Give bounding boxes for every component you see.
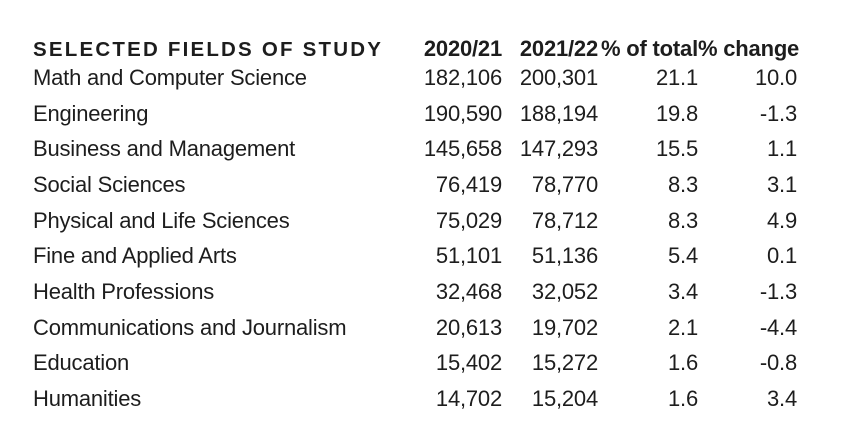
pct-of-total-cell: 8.3 xyxy=(668,207,698,233)
pct-of-total-cell: 5.4 xyxy=(668,243,698,269)
pct-change-cell: 1.1 xyxy=(767,136,797,162)
value-2021-22-cell: 32,052 xyxy=(531,278,598,304)
column-header-pct-change: % change xyxy=(698,36,800,61)
value-2021-22-cell: 51,136 xyxy=(531,243,598,269)
value-2020-21-cell: 15,402 xyxy=(435,350,502,376)
field-name-cell: Engineering xyxy=(33,100,149,126)
column-header-fields: SELECTED FIELDS OF STUDY xyxy=(33,37,384,61)
value-2021-22-cell: 78,712 xyxy=(531,207,598,233)
table-row: Education 15,402 15,272 1.6 -0.8 xyxy=(33,346,797,382)
pct-of-total-cell: 21.1 xyxy=(655,64,698,90)
pct-of-total-cell: 15.5 xyxy=(655,136,698,162)
pct-of-total-cell: 2.1 xyxy=(668,314,698,340)
column-header-pct-total: % of total xyxy=(601,36,698,61)
field-name-cell: Physical and Life Sciences xyxy=(33,207,290,233)
pct-of-total-cell: 1.6 xyxy=(668,350,698,376)
pct-of-total-cell: 8.3 xyxy=(668,171,698,197)
value-2020-21-cell: 182,106 xyxy=(423,64,502,90)
table-row: Business and Management 145,658 147,293 … xyxy=(33,131,797,167)
pct-change-cell: 3.4 xyxy=(767,386,797,412)
value-2020-21-cell: 145,658 xyxy=(423,136,502,162)
value-2021-22-cell: 19,702 xyxy=(531,314,598,340)
field-name-cell: Fine and Applied Arts xyxy=(33,243,237,269)
value-2020-21-cell: 190,590 xyxy=(423,100,502,126)
value-2021-22-cell: 147,293 xyxy=(519,136,598,162)
value-2021-22-cell: 188,194 xyxy=(519,100,598,126)
value-2020-21-cell: 51,101 xyxy=(435,243,502,269)
value-2020-21-cell: 76,419 xyxy=(435,171,502,197)
value-2021-22-cell: 15,272 xyxy=(531,350,598,376)
pct-change-cell: -0.8 xyxy=(759,350,797,376)
value-2021-22-cell: 200,301 xyxy=(519,64,598,90)
table-header-row: SELECTED FIELDS OF STUDY 2020/21 2021/22… xyxy=(33,28,800,61)
value-2021-22-cell: 15,204 xyxy=(531,386,598,412)
pct-change-cell: -1.3 xyxy=(759,100,797,126)
table-row: Engineering 190,590 188,194 19.8 -1.3 xyxy=(33,96,797,132)
value-2020-21-cell: 75,029 xyxy=(435,207,502,233)
table-row: Health Professions 32,468 32,052 3.4 -1.… xyxy=(33,274,797,310)
column-header-2020-21: 2020/21 xyxy=(423,36,502,61)
column-header-2021-22: 2021/22 xyxy=(519,36,598,61)
fields-of-study-table: SELECTED FIELDS OF STUDY 2020/21 2021/22… xyxy=(33,28,800,417)
pct-change-cell: 0.1 xyxy=(767,243,797,269)
table-row: Humanities 14,702 15,204 1.6 3.4 xyxy=(33,381,797,417)
pct-of-total-cell: 19.8 xyxy=(655,100,698,126)
pct-change-cell: 3.1 xyxy=(767,171,797,197)
field-name-cell: Math and Computer Science xyxy=(33,64,307,90)
pct-change-cell: -4.4 xyxy=(759,314,797,340)
value-2021-22-cell: 78,770 xyxy=(531,171,598,197)
pct-change-cell: 4.9 xyxy=(767,207,797,233)
field-name-cell: Education xyxy=(33,350,130,376)
table-body: Math and Computer Science 182,106 200,30… xyxy=(33,60,797,417)
field-name-cell: Communications and Journalism xyxy=(33,314,347,340)
field-name-cell: Social Sciences xyxy=(33,171,186,197)
table-row: Math and Computer Science 182,106 200,30… xyxy=(33,60,797,96)
field-name-cell: Humanities xyxy=(33,386,142,412)
value-2020-21-cell: 32,468 xyxy=(435,278,502,304)
table-row: Physical and Life Sciences 75,029 78,712… xyxy=(33,203,797,239)
value-2020-21-cell: 20,613 xyxy=(435,314,502,340)
field-name-cell: Business and Management xyxy=(33,136,296,162)
pct-of-total-cell: 1.6 xyxy=(668,386,698,412)
pct-change-cell: -1.3 xyxy=(759,278,797,304)
pct-change-cell: 10.0 xyxy=(754,64,797,90)
table-row: Social Sciences 76,419 78,770 8.3 3.1 xyxy=(33,167,797,203)
value-2020-21-cell: 14,702 xyxy=(435,386,502,412)
table-row: Fine and Applied Arts 51,101 51,136 5.4 … xyxy=(33,238,797,274)
table-row: Communications and Journalism 20,613 19,… xyxy=(33,310,797,346)
pct-of-total-cell: 3.4 xyxy=(668,278,698,304)
field-name-cell: Health Professions xyxy=(33,278,215,304)
